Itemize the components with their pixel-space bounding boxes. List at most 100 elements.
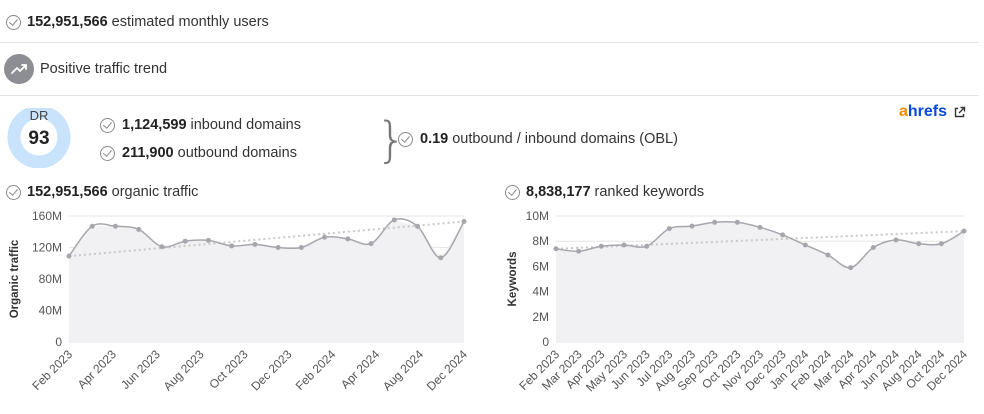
ahrefs-logo-rest: hrefs: [907, 103, 948, 120]
organic-traffic-value: 152,951,566: [27, 184, 108, 200]
y-tick-label: 10M: [526, 209, 549, 223]
ahrefs-link[interactable]: a hrefs: [899, 103, 966, 121]
data-point: [461, 219, 467, 225]
inbound-domains-value: 1,124,599: [122, 117, 187, 133]
monthly-users-label: estimated monthly users: [111, 14, 269, 30]
data-point: [780, 232, 786, 238]
data-point: [391, 217, 397, 223]
y-axis-title: Keywords: [507, 252, 519, 307]
trend-line: [68, 220, 465, 258]
y-axis-title: Organic traffic: [9, 239, 21, 318]
y-tick-label: 160M: [32, 209, 62, 223]
data-point: [322, 234, 328, 240]
data-point: [870, 245, 876, 250]
data-point: [182, 238, 188, 244]
ranked-keywords-value: 8,838,177: [526, 184, 591, 200]
check-circle-icon: [398, 131, 413, 147]
y-tick-label: 40M: [39, 304, 62, 318]
x-tick-label: Apr 2023: [75, 347, 120, 392]
data-point: [112, 223, 118, 229]
obl-label: outbound / inbound domains (OBL): [452, 131, 678, 147]
data-point: [825, 252, 831, 258]
trend-line: [555, 230, 965, 250]
data-point: [961, 228, 967, 234]
x-tick-label: Aug 2024: [380, 347, 426, 393]
obl-value: 0.19: [420, 131, 449, 147]
data-point: [712, 219, 718, 225]
divider: [0, 95, 979, 96]
data-point: [298, 245, 304, 250]
y-tick-label: 2M: [532, 310, 549, 324]
organic-traffic-title: 152,951,566 organic traffic: [6, 184, 198, 200]
data-point: [415, 223, 421, 229]
y-tick-label: 80M: [39, 272, 62, 286]
check-circle-icon: [100, 117, 115, 133]
data-point: [916, 241, 922, 247]
data-point: [576, 248, 582, 254]
ranked-keywords-title: 8,838,177 ranked keywords: [505, 184, 704, 200]
data-point: [553, 246, 559, 252]
data-point: [229, 243, 235, 249]
x-tick-label: Feb 2023: [29, 347, 75, 393]
monthly-users-value: 152,951,566: [27, 14, 108, 30]
data-point: [598, 243, 604, 249]
data-point: [689, 223, 695, 229]
x-tick-label: Dec 2023: [248, 347, 294, 393]
data-point: [66, 253, 72, 259]
monthly-users-stat: 152,951,566 estimated monthly users: [27, 14, 269, 30]
x-tick-label: Apr 2024: [338, 347, 383, 392]
data-point: [802, 242, 808, 248]
outbound-domains-value: 211,900: [122, 145, 174, 161]
check-circle-icon: [100, 145, 115, 161]
check-circle-icon: [6, 14, 21, 30]
x-tick-label: Oct 2023: [206, 347, 251, 392]
y-tick-label: 120M: [32, 241, 62, 255]
data-point: [621, 242, 627, 248]
series-area: [556, 222, 964, 342]
data-point: [666, 226, 672, 232]
traffic-trend-label: Positive traffic trend: [40, 61, 168, 77]
x-tick-label: Jun 2023: [118, 347, 163, 392]
outbound-domains-label: outbound domains: [177, 145, 297, 161]
obl-row: 0.19 outbound / inbound domains (OBL): [398, 129, 718, 149]
data-point: [734, 219, 740, 225]
y-tick-label: 0: [542, 335, 549, 349]
divider: [0, 42, 979, 43]
data-point: [848, 265, 854, 271]
dr-ring: [7, 108, 71, 168]
inbound-domains-label: inbound domains: [190, 117, 301, 133]
data-point: [438, 255, 444, 261]
traffic-trend-row: Positive traffic trend: [0, 54, 979, 84]
y-tick-label: 8M: [532, 234, 549, 248]
y-tick-label: 6M: [532, 259, 549, 273]
data-point: [345, 236, 351, 242]
organic-traffic-label: organic traffic: [111, 184, 199, 200]
x-tick-label: Dec 2024: [424, 347, 470, 393]
data-point: [205, 237, 211, 243]
data-point: [89, 223, 95, 229]
x-tick-label: Feb 2024: [293, 347, 339, 393]
data-point: [368, 241, 374, 247]
dr-value: 93: [28, 128, 50, 149]
y-tick-label: 0: [55, 335, 62, 349]
data-point: [252, 241, 258, 247]
domain-rating-gauge: DR 93: [6, 108, 72, 168]
ahrefs-logo-a: a: [899, 103, 908, 120]
inbound-domains-row: 1,124,599 inbound domains: [100, 115, 360, 135]
data-point: [757, 224, 763, 230]
check-circle-icon: [6, 184, 21, 200]
monthly-users-row: 152,951,566 estimated monthly users: [0, 10, 979, 34]
dr-label: DR: [29, 108, 49, 123]
data-point: [159, 244, 165, 250]
data-point: [938, 241, 944, 247]
check-circle-icon: [505, 184, 520, 200]
y-tick-label: 4M: [532, 285, 549, 299]
x-tick-label: Aug 2023: [161, 347, 207, 393]
ranked-keywords-label: ranked keywords: [594, 184, 705, 200]
outbound-domains-row: 211,900 outbound domains: [100, 143, 360, 163]
external-link-icon: [954, 106, 966, 117]
data-point: [275, 245, 281, 250]
data-point: [644, 243, 650, 249]
